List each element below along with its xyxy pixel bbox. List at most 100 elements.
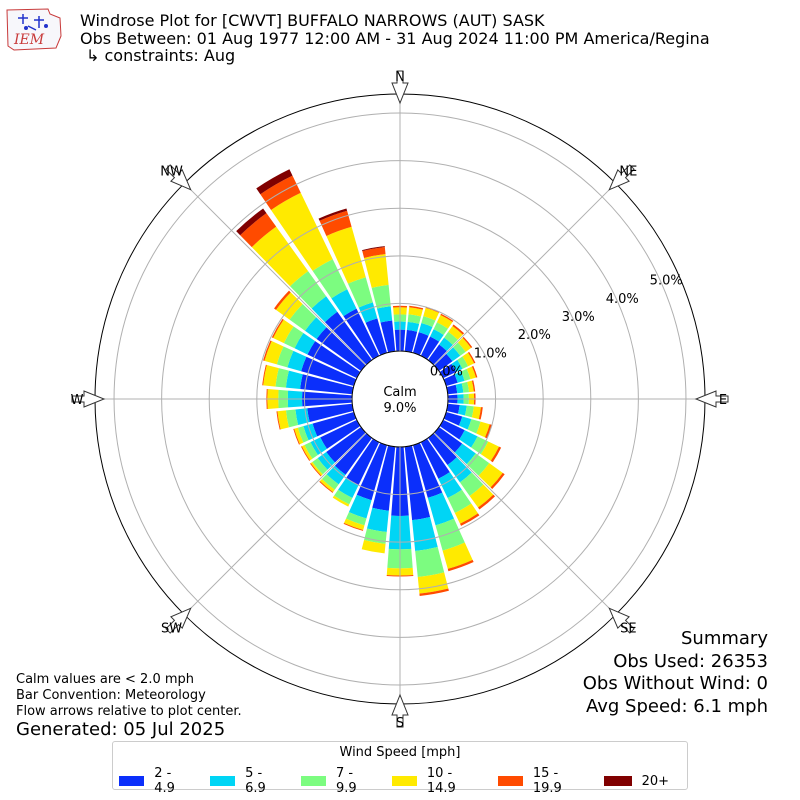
wind-bar-segment <box>406 321 420 332</box>
wind-bar-segment <box>295 408 310 425</box>
wind-bar-segment <box>451 359 463 372</box>
direction-arrows <box>71 70 729 728</box>
spoke-line <box>183 182 367 366</box>
legend-item: 2 - 4.9 <box>119 766 192 796</box>
wind-bar-segment <box>287 350 307 372</box>
wind-bar-segment <box>356 442 388 501</box>
wind-bar-segment <box>332 495 350 507</box>
wind-bar-segment <box>362 247 386 258</box>
wind-bar-segment <box>453 342 466 356</box>
wind-bar-segment <box>289 303 317 331</box>
flow-arrow-icon <box>165 607 192 634</box>
wind-bar-segment <box>471 365 478 378</box>
direction-label: N <box>395 70 405 85</box>
summary-heading: Summary <box>681 628 768 649</box>
legend-swatch <box>119 776 145 786</box>
svg-text:IEM: IEM <box>13 32 45 48</box>
wind-bar-segment <box>459 472 484 496</box>
wind-bar-segment <box>444 331 458 345</box>
legend-swatch <box>603 776 632 786</box>
wind-bar-segment <box>455 383 464 394</box>
wind-bar-segment <box>334 489 353 505</box>
wind-bar-segment <box>275 292 303 320</box>
wind-bar-segment <box>304 317 327 340</box>
legend-item: 7 - 9.9 <box>300 766 374 796</box>
wind-bar-segment <box>480 441 500 461</box>
wind-bar-segment <box>347 277 373 308</box>
wind-bar-segment <box>464 405 474 418</box>
wind-bar-segment <box>371 284 391 309</box>
wind-bar-segment <box>310 462 323 476</box>
wind-bar-segment <box>345 512 367 526</box>
wind-bar-segment <box>412 332 429 356</box>
bar-convention-note: Bar Convention: Meteorology <box>16 688 206 703</box>
wind-bar-segment <box>331 289 357 317</box>
wind-bar-segment <box>334 433 372 475</box>
legend-swatch <box>300 776 326 786</box>
wind-bar-segment <box>420 438 450 479</box>
wind-bar-segment <box>462 352 475 367</box>
wind-bar-segment <box>277 410 289 430</box>
wind-bar-segment <box>364 254 389 288</box>
wind-bar-segment <box>466 453 490 476</box>
legend-label: 10 - 14.9 <box>426 766 456 796</box>
wind-bar-segment <box>420 336 440 360</box>
wind-bar-segment <box>466 366 476 380</box>
wind-bar-segment <box>452 324 465 335</box>
legend-items: 2 - 4.9 5 - 6.9 7 - 9.9 10 - 14.9 15 - 19.9 2… <box>119 766 687 796</box>
legend: Wind Speed [mph] 2 - 4.9 5 - 6.9 7 - 9.9 10… <box>112 741 688 796</box>
wind-bar-segment <box>271 192 333 271</box>
wind-bar-segment <box>326 427 366 463</box>
wind-bar-segment <box>274 290 291 310</box>
summary-panel: Summary Obs Used: 26353 Obs Without Wind… <box>583 628 768 718</box>
chart-notes: Calm values are < 2.0 mph Bar Convention… <box>16 672 242 720</box>
generated-date: Generated: 05 Jul 2025 <box>16 719 226 740</box>
wind-bar-segment <box>447 559 474 572</box>
wind-bar-segment <box>300 446 311 461</box>
wind-bar-segment <box>283 326 304 349</box>
wind-bar-segment <box>294 427 304 445</box>
wind-bar-segment <box>435 518 465 551</box>
wind-bar-segment <box>236 208 267 236</box>
wind-bar-segment <box>476 421 490 438</box>
wind-bar-segment <box>240 213 277 248</box>
legend-title: Wind Speed [mph] <box>339 745 461 760</box>
legend-label: 15 - 19.9 <box>532 766 562 796</box>
wind-bar-segment <box>490 446 502 463</box>
wind-bar-segment <box>311 296 338 323</box>
wind-bar-segment <box>447 489 472 514</box>
wind-bar-segment <box>478 407 483 420</box>
wind-bar-segment <box>461 381 470 393</box>
wind-bar-segment <box>365 318 388 356</box>
legend-item: 10 - 14.9 <box>391 766 480 796</box>
wind-bar-segment <box>448 326 463 340</box>
wind-bar-segment <box>312 259 348 299</box>
wind-bar-segment <box>469 484 494 508</box>
wind-bar-segment <box>428 433 457 466</box>
wind-bar-segment <box>443 374 458 387</box>
wind-bar-segment <box>478 494 496 510</box>
legend-label: 20+ <box>641 773 669 789</box>
radial-tick-label: 2.0% <box>518 328 551 343</box>
wind-bar-segment <box>490 472 505 490</box>
wind-bar-segment <box>366 507 389 533</box>
wind-bar-segment <box>442 542 473 569</box>
direction-label: NW <box>160 165 183 180</box>
wind-bar-segment <box>454 443 476 465</box>
wind-bar-segment <box>439 337 453 352</box>
wind-bar-segment <box>276 411 281 430</box>
flow-arrow-icon <box>71 390 106 408</box>
wind-bar-segment <box>462 336 473 348</box>
wind-bar-segment <box>439 363 457 379</box>
wind-bar-segment <box>434 427 463 453</box>
legend-label: 2 - 4.9 <box>154 766 175 796</box>
wind-bar-segment <box>293 428 300 445</box>
wind-bar-segment <box>446 384 458 395</box>
wind-bar-segment <box>275 368 289 388</box>
wind-bar-segment <box>427 492 455 526</box>
wind-bar-segment <box>364 528 387 544</box>
windrose-bars <box>236 169 505 596</box>
wind-bar-segment <box>263 365 279 387</box>
wind-bar-segment <box>408 307 423 317</box>
